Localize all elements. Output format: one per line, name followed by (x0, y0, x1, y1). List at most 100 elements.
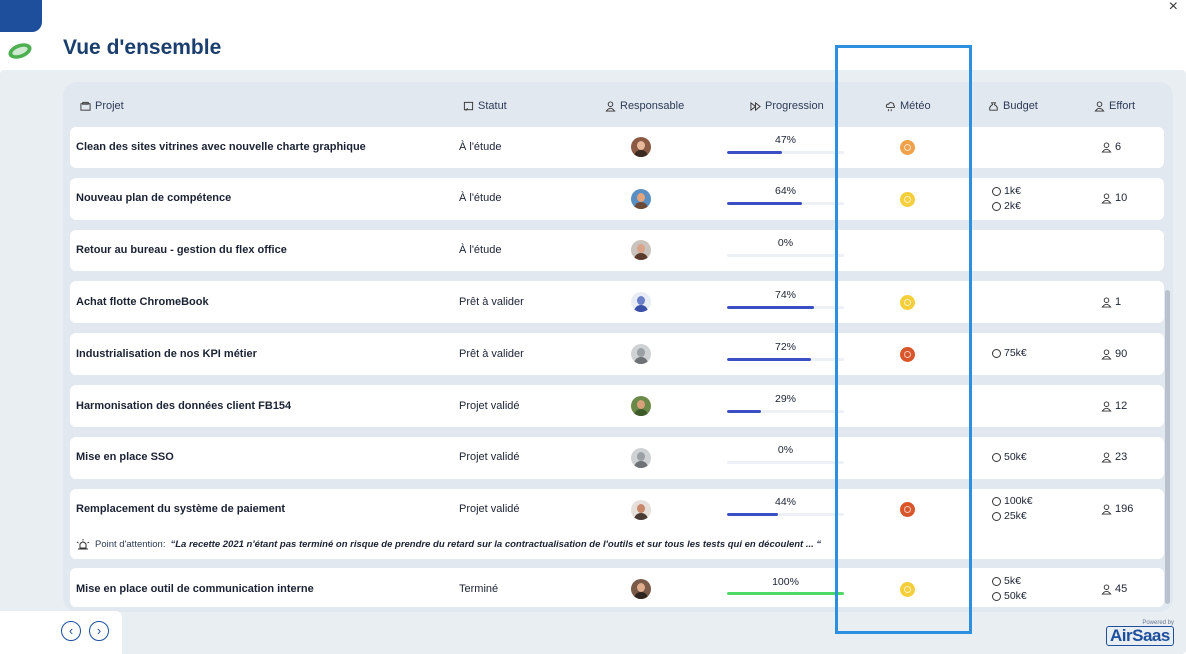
table-row[interactable]: Mise en place SSO Projet validé 0% 50k€ … (70, 437, 1164, 479)
table-row[interactable]: Harmonisation des données client FB154 P… (70, 385, 1164, 427)
table-row[interactable]: Retour au bureau - gestion du flex offic… (70, 230, 1164, 271)
progress-bar (727, 461, 844, 464)
budget-values: 50k€ (992, 450, 1027, 465)
avatar (631, 189, 651, 209)
column-header-budget[interactable]: Budget (988, 100, 1038, 112)
effort-value: 12 (1101, 400, 1127, 412)
previous-page-button[interactable]: ‹ (61, 621, 81, 641)
progress-fill (727, 513, 779, 516)
table-row[interactable]: Achat flotte ChromeBook Prêt à valider 7… (70, 281, 1164, 323)
person-icon (1094, 100, 1105, 112)
effort-value: 196 (1101, 503, 1133, 515)
person-icon (1101, 348, 1112, 360)
budget-values: 1k€ 2k€ (992, 184, 1021, 214)
project-status: Prêt à valider (459, 348, 524, 360)
project-name[interactable]: Harmonisation des données client FB154 (76, 400, 292, 412)
budget-values: 5k€ 50k€ (992, 574, 1027, 604)
coin-icon (992, 577, 1001, 586)
weather-sun-icon (900, 582, 915, 597)
coin-icon (992, 497, 1001, 506)
coin-icon (992, 202, 1001, 211)
column-header-projet[interactable]: Projet (80, 100, 124, 112)
meteo-column-highlight (835, 45, 972, 634)
project-status: Projet validé (459, 400, 520, 412)
project-name[interactable]: Clean des sites vitrines avec nouvelle c… (76, 141, 366, 153)
coin-icon (992, 512, 1001, 521)
avatar (631, 579, 651, 599)
project-status: À l'étude (459, 141, 502, 153)
progress-label: 64% (774, 185, 796, 197)
weather-storm-icon (900, 347, 915, 362)
person-icon (1101, 503, 1112, 515)
table-row[interactable]: Mise en place outil de communication int… (70, 568, 1164, 607)
project-status: Projet validé (459, 451, 520, 463)
avatar (631, 344, 651, 364)
weather-storm-icon (900, 502, 915, 517)
person-icon (1101, 192, 1112, 204)
progress-fill (727, 306, 814, 309)
person-icon (1101, 583, 1112, 595)
close-icon[interactable]: × (1168, 0, 1178, 15)
person-icon (605, 100, 616, 112)
progress-fill (727, 151, 782, 154)
coin-icon (992, 592, 1001, 601)
table-row[interactable]: Nouveau plan de compétence À l'étude 64%… (70, 178, 1164, 220)
column-header-responsable[interactable]: Responsable (605, 100, 684, 112)
progress-fill (727, 592, 844, 595)
effort-value: 1 (1101, 296, 1121, 308)
column-header-meteo[interactable]: Météo (885, 100, 931, 112)
column-header-progression[interactable]: Progression (750, 100, 824, 112)
page-title: Vue d'ensemble (63, 36, 222, 59)
progress-bar (727, 306, 844, 309)
project-name[interactable]: Mise en place outil de communication int… (76, 583, 314, 595)
project-name[interactable]: Achat flotte ChromeBook (76, 296, 209, 308)
project-name[interactable]: Nouveau plan de compétence (76, 192, 232, 204)
project-name[interactable]: Industrialisation de nos KPI métier (76, 348, 257, 360)
project-status: Terminé (459, 583, 499, 595)
weather-sun-icon (900, 192, 915, 207)
project-name[interactable]: Mise en place SSO (76, 451, 174, 463)
attention-label: Point d'attention: (95, 538, 166, 550)
project-name[interactable]: Retour au bureau - gestion du flex offic… (76, 244, 287, 256)
table-row[interactable]: Remplacement du système de paiement Proj… (70, 489, 1164, 559)
person-icon (1101, 451, 1112, 463)
table-header: Projet Statut Responsable Progression Mé… (70, 96, 1164, 122)
progress-bar (727, 410, 844, 413)
attention-note: Point d'attention: “La recette 2021 n'ét… (76, 538, 821, 550)
avatar (631, 137, 651, 157)
avatar (631, 396, 651, 416)
project-status: Prêt à valider (459, 296, 524, 308)
progress-bar (727, 513, 844, 516)
next-page-button[interactable]: › (89, 621, 109, 641)
project-status: À l'étude (459, 192, 502, 204)
vertical-scrollbar[interactable] (1165, 290, 1170, 604)
progress-bar (727, 254, 844, 257)
coin-icon (992, 453, 1001, 462)
progress-label: 0% (777, 444, 794, 456)
table-row[interactable]: Industrialisation de nos KPI métier Prêt… (70, 333, 1164, 375)
weather-cloud-sun-icon (900, 140, 915, 155)
progress-fill (727, 410, 761, 413)
app-corner-tab (0, 0, 42, 32)
effort-value: 45 (1101, 583, 1127, 595)
avatar (631, 292, 651, 312)
progress-bar (727, 358, 844, 361)
pagination: ‹ › (0, 611, 122, 654)
progress-bar (727, 202, 844, 205)
column-header-statut[interactable]: Statut (463, 100, 507, 112)
fast-forward-icon (750, 101, 761, 111)
progress-fill (727, 358, 812, 361)
column-header-effort[interactable]: Effort (1094, 100, 1135, 112)
avatar (631, 500, 651, 520)
progress-label: 0% (777, 237, 794, 249)
cloud-rain-icon (885, 101, 895, 111)
table-row[interactable]: Clean des sites vitrines avec nouvelle c… (70, 127, 1164, 168)
project-name[interactable]: Remplacement du système de paiement (76, 503, 286, 515)
project-status: À l'étude (459, 244, 502, 256)
effort-value: 6 (1101, 141, 1121, 153)
powered-by-badge[interactable]: Powered by AirSaas (1106, 620, 1174, 646)
project-status: Projet validé (459, 503, 520, 515)
weather-sun-icon (900, 295, 915, 310)
progress-label: 72% (774, 341, 796, 353)
avatar (631, 448, 651, 468)
